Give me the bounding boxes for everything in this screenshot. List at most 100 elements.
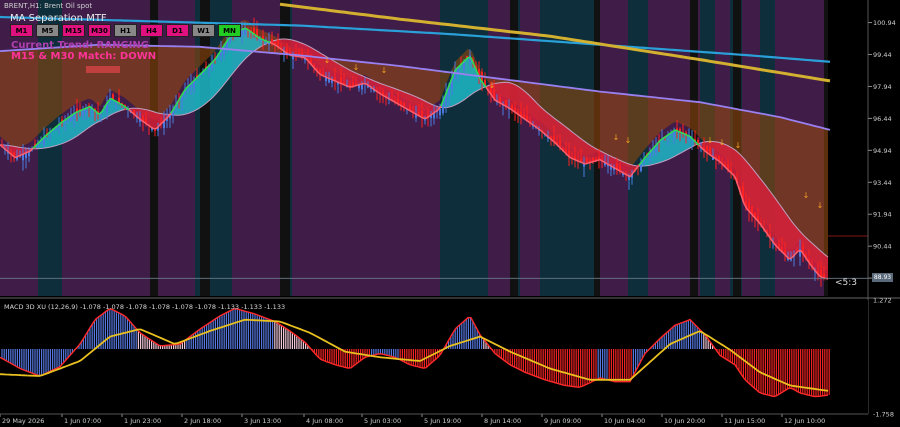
candle-body <box>220 50 222 56</box>
candle-body <box>784 250 786 255</box>
fast-ma-line <box>500 102 505 106</box>
fast-ma-line <box>638 160 643 166</box>
candle-body <box>211 62 213 69</box>
timeframe-m5-button[interactable]: M5 <box>36 24 59 37</box>
fast-ma-line <box>224 38 229 45</box>
timeframe-w1-button[interactable]: W1 <box>192 24 215 37</box>
fast-ma-line <box>278 46 283 51</box>
timeframe-h1-button[interactable]: H1 <box>114 24 137 37</box>
candle-body <box>256 29 258 37</box>
candle-body <box>778 244 780 249</box>
candle-body <box>679 128 681 133</box>
fast-ma-line <box>176 97 181 104</box>
ribbon-segment <box>531 97 534 126</box>
candle-body <box>97 111 99 114</box>
fast-ma-line <box>35 141 40 146</box>
fast-ma-line <box>776 246 781 251</box>
candle-body <box>181 94 183 101</box>
candle-body <box>610 165 612 170</box>
fast-ma-line <box>323 75 328 79</box>
fast-ma-line <box>575 159 580 163</box>
candle-body <box>619 166 621 172</box>
price-tick-label: 90.44 <box>873 243 892 251</box>
fast-ma-line <box>704 150 709 154</box>
candle-body <box>556 141 558 145</box>
candle-body <box>70 115 72 121</box>
fast-ma-line <box>65 116 70 120</box>
fast-ma-line <box>524 118 529 122</box>
price-tick-label: 99.44 <box>873 51 892 59</box>
timeframe-d1-button[interactable]: D1 <box>166 24 189 37</box>
fast-ma-line <box>263 39 268 43</box>
fast-ma-line <box>29 147 34 152</box>
fast-ma-line <box>206 64 211 69</box>
timeframe-m30-button[interactable]: M30 <box>88 24 111 37</box>
fast-ma-line <box>623 172 628 176</box>
slow-ma-line <box>0 38 829 258</box>
fast-ma-line <box>416 114 421 118</box>
fast-ma-line <box>164 116 169 121</box>
tf-match-label: M15 & M30 Match: DOWN <box>11 51 157 62</box>
candle-body <box>142 116 144 122</box>
candle-body <box>709 147 711 155</box>
ribbon-segment <box>789 217 792 259</box>
fast-ma-line <box>653 143 658 148</box>
sell-arrow-icon: ↓ <box>489 81 496 90</box>
candle-body <box>424 119 426 121</box>
fast-ma-line <box>245 27 250 32</box>
timeframe-mn-button[interactable]: MN <box>218 24 241 37</box>
fast-ma-line <box>26 150 31 154</box>
candle-body <box>457 67 459 75</box>
candle-body <box>499 98 501 103</box>
trend-marker-tag <box>86 66 120 73</box>
candle-body <box>118 97 120 104</box>
fast-ma-line <box>680 131 685 135</box>
candle-body <box>445 93 447 107</box>
candle-body <box>592 158 594 162</box>
fast-ma-line <box>746 208 751 213</box>
fast-ma-line <box>302 56 307 60</box>
fast-ma-line <box>59 120 64 125</box>
fast-ma-line <box>254 34 259 38</box>
candle-body <box>568 150 570 157</box>
fast-ma-line <box>698 144 703 149</box>
dark-zone-5 <box>690 0 698 296</box>
fast-ma-line <box>260 38 265 41</box>
fast-ma-line <box>458 62 463 67</box>
ribbon-segment <box>543 109 546 135</box>
fast-ma-line <box>332 79 337 83</box>
fast-ma-line <box>392 100 397 104</box>
fast-ma-line <box>509 107 514 112</box>
candle-body <box>718 156 720 162</box>
timeframe-m1-button[interactable]: M1 <box>10 24 33 37</box>
fast-ma-line <box>89 105 94 110</box>
right-gap <box>828 0 868 296</box>
candle-body <box>328 78 330 83</box>
fast-ma-line <box>68 114 73 118</box>
ribbon-segment <box>627 163 630 177</box>
macd-title: MACD 3D XU (12,26,9) -1.078 -1.078 -1.07… <box>4 303 286 311</box>
timeframe-m15-button[interactable]: M15 <box>62 24 85 37</box>
candle-body <box>361 83 363 90</box>
fast-ma-line <box>617 169 622 173</box>
fast-ma-line <box>272 43 277 47</box>
candle-body <box>166 117 168 121</box>
fast-ma-line <box>749 211 754 217</box>
candle-body <box>55 126 57 131</box>
fast-ma-line <box>431 111 436 115</box>
candle-body <box>373 89 375 92</box>
timeframe-h4-button[interactable]: H4 <box>140 24 163 37</box>
time-tick-label: 12 Jun 10:00 <box>784 417 825 425</box>
ribbon-segment <box>792 221 795 258</box>
fast-ma-line <box>557 145 562 150</box>
candle-body <box>628 176 630 180</box>
indicator-title: MA Separation MTF <box>10 13 107 24</box>
candle-body <box>286 48 288 54</box>
ribbon-segment <box>66 117 69 143</box>
candle-body <box>193 80 195 89</box>
fast-ma-line <box>566 154 571 159</box>
fast-ma-line <box>554 142 559 147</box>
fast-ma-line <box>356 83 361 87</box>
fast-ma-line <box>122 104 127 108</box>
